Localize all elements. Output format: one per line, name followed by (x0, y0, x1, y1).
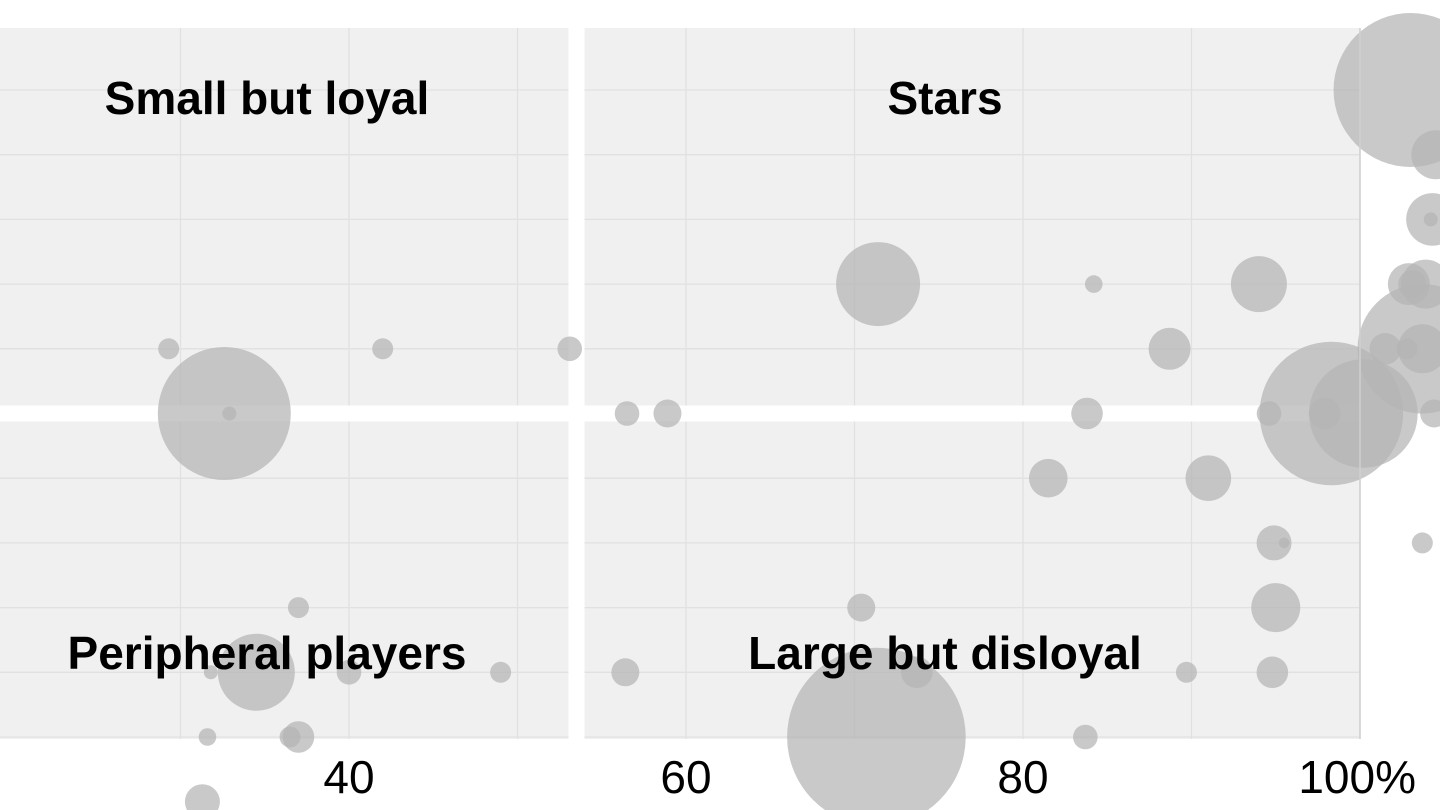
bubble-point-49 (1411, 532, 1433, 554)
bubble-point-6 (653, 399, 682, 428)
bubble-point-11 (490, 661, 512, 683)
bubble-point-5 (614, 401, 640, 426)
bubble-point-45 (1423, 212, 1438, 227)
bubble-point-36 (1308, 397, 1341, 430)
quadrant-label-top-right: Stars (887, 72, 1002, 124)
bubble-point-40 (1397, 324, 1440, 374)
bubble-point-31 (1256, 525, 1292, 561)
bubble-point-30 (1251, 583, 1301, 633)
bubble-point-8 (217, 633, 295, 711)
quadrant-label-bottom-left: Peripheral players (68, 627, 467, 679)
bubble-point-2 (222, 406, 237, 421)
bubble-point-23 (1185, 455, 1232, 502)
bubble-point-22 (1028, 458, 1068, 498)
x-tick-label-0: 40 (323, 751, 374, 803)
bubble-point-29 (1256, 656, 1289, 689)
bubble-point-15 (282, 721, 315, 753)
bubble-point-10 (336, 660, 362, 685)
bubble-point-24 (847, 593, 876, 622)
bubble-point-18 (1084, 275, 1103, 293)
bubble-point-0 (158, 338, 180, 360)
bubble-point-48 (1420, 399, 1440, 428)
bubble-point-27 (1073, 724, 1098, 750)
bubble-point-20 (1148, 327, 1191, 370)
bubble-point-21 (1071, 397, 1103, 430)
bubble-point-4 (557, 336, 583, 362)
bubble-point-17 (836, 242, 921, 327)
bubble-point-13 (198, 728, 217, 746)
bubble-point-7 (287, 597, 309, 619)
quadrant-labels: Small but loyal Stars Peripheral players… (68, 72, 1142, 679)
bubble-point-28 (1175, 661, 1197, 683)
bubble-point-12 (611, 658, 640, 687)
quadrant-label-top-left: Small but loyal (105, 72, 430, 124)
bubble-point-9 (203, 665, 218, 680)
x-tick-label-2: 80 (997, 751, 1048, 803)
bubble-point-3 (372, 338, 394, 360)
quadrant-label-bottom-right: Large but disloyal (748, 627, 1142, 679)
x-tick-label-3: 100% (1298, 751, 1416, 803)
bubble-point-26 (787, 647, 966, 810)
x-tick-label-1: 60 (660, 751, 711, 803)
bubble-point-43 (1401, 259, 1440, 309)
bubble-point-44 (1406, 193, 1440, 246)
bubble-point-19 (1230, 256, 1287, 313)
x-axis-ticks: 40 60 80 100% (323, 751, 1416, 803)
bubble-point-16 (184, 784, 220, 810)
bubble-point-32 (1278, 537, 1290, 549)
